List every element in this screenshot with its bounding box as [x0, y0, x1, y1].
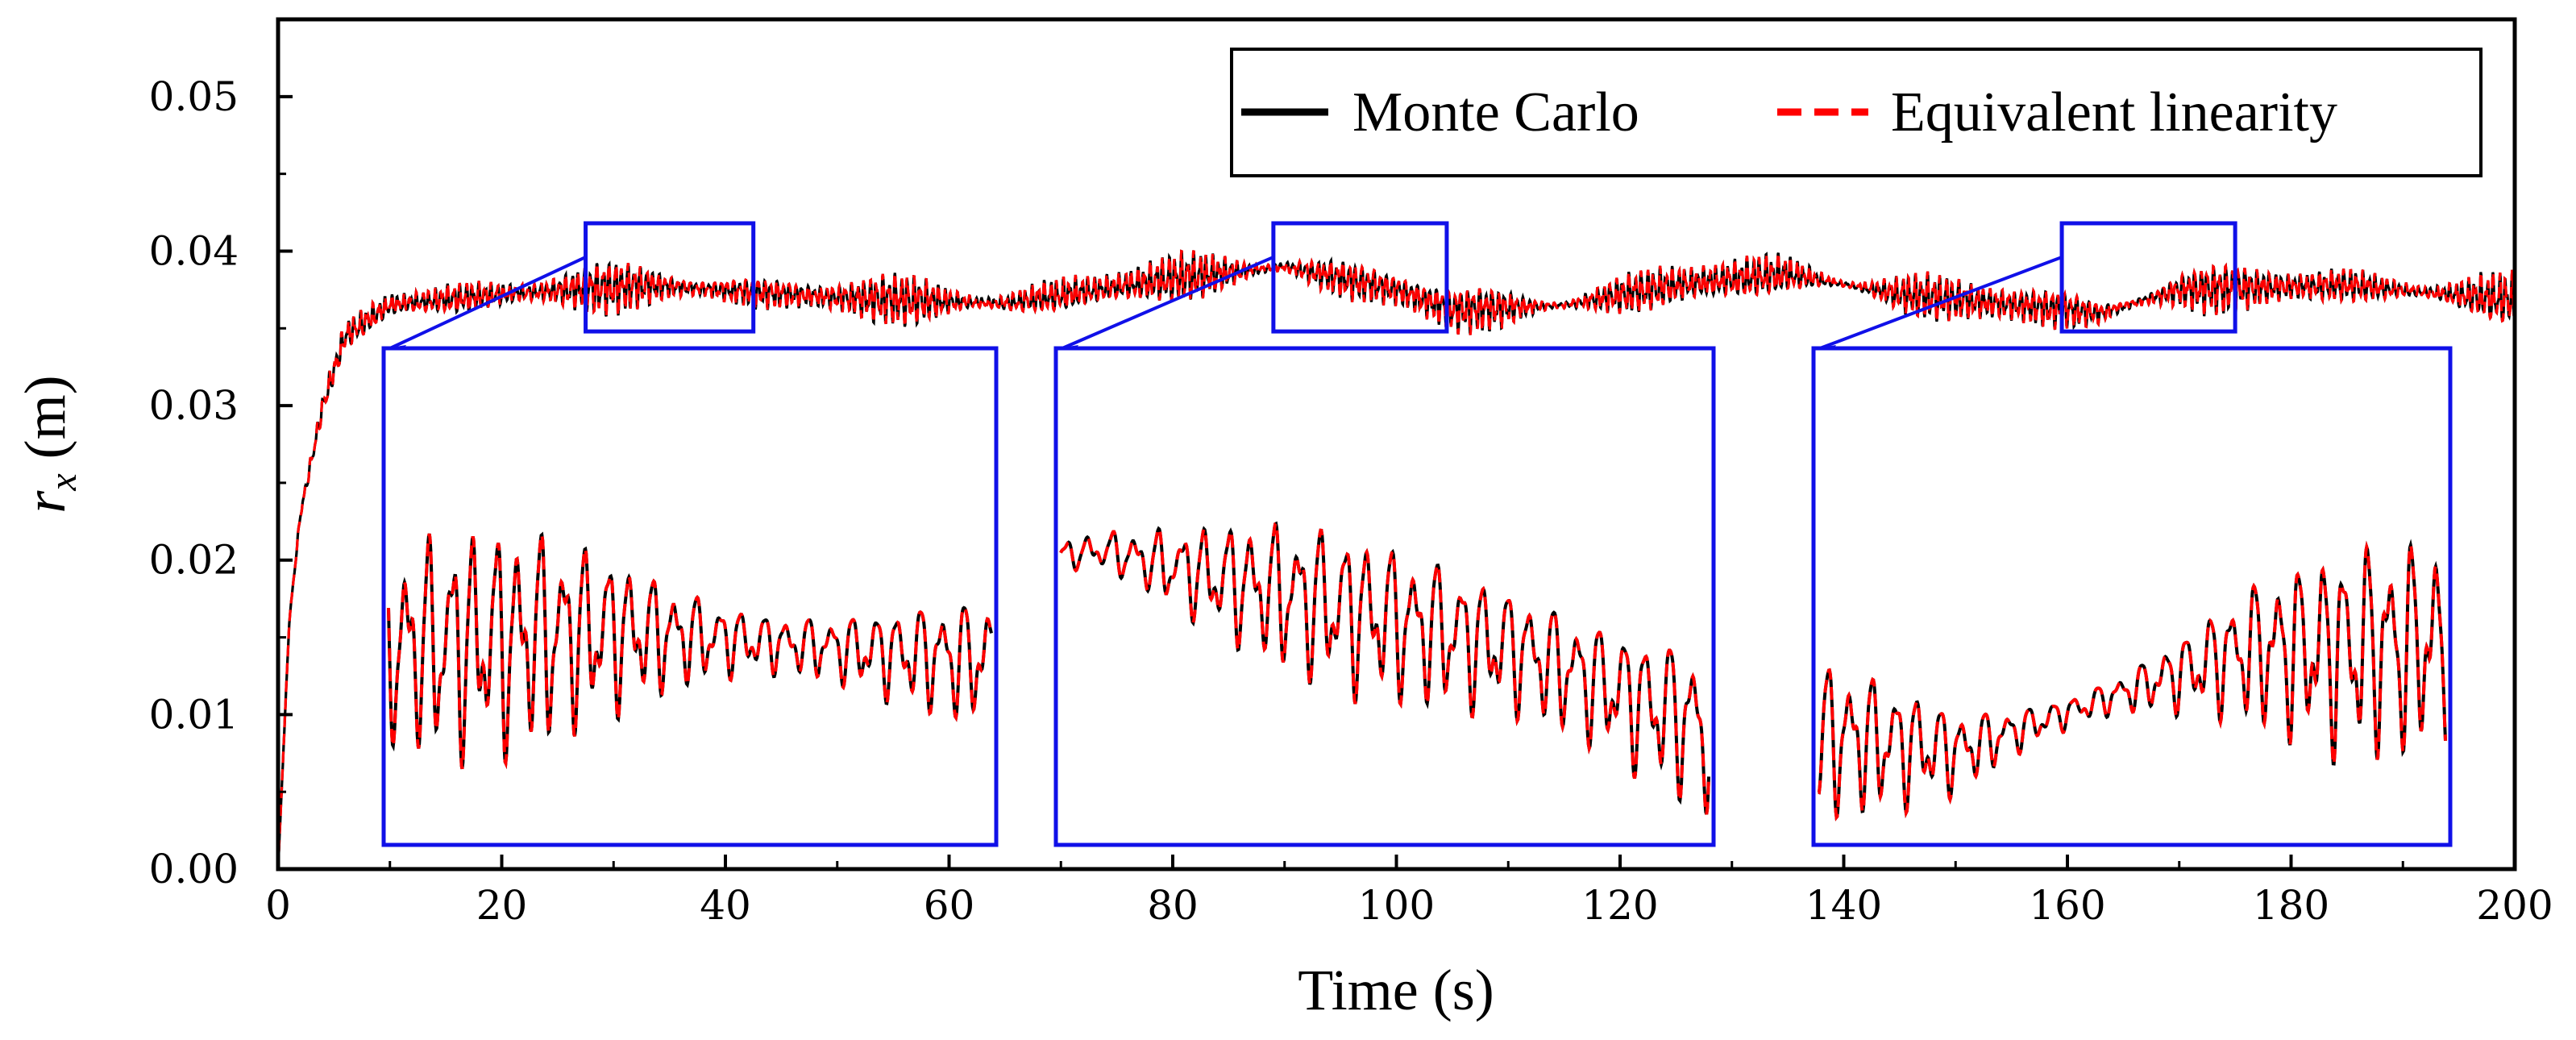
series-line-equivalent-linearity: [276, 249, 2516, 870]
zoom-connector-2: [1062, 256, 1274, 350]
y-axis-unit: (m): [13, 375, 77, 459]
zoom-layer: [381, 221, 2453, 847]
y-tick-label: 0.04: [149, 227, 239, 274]
x-tick-label: 80: [1147, 882, 1199, 929]
zoom-inset-panel-2: [1053, 346, 1716, 847]
x-tick-label: 140: [1805, 882, 1882, 929]
x-tick-label: 100: [1358, 882, 1435, 929]
series-layer: [276, 249, 2516, 870]
zoom-inset-panel-3: [1811, 346, 2453, 847]
x-tick-label: 200: [2476, 882, 2553, 929]
y-tick-label: 0.00: [149, 846, 239, 892]
zoom-connector-1: [389, 256, 587, 350]
zoom-source-box-2: [1271, 221, 1449, 334]
legend-label-monte-carlo: Monte Carlo: [1352, 81, 1639, 144]
x-tick-label: 20: [476, 882, 528, 929]
zoom-source-box-3: [2059, 221, 2237, 334]
zoom-inset-3-equivalent-linearity-line: [1817, 539, 2447, 822]
legend: Monte Carlo Equivalent linearity: [1230, 48, 2483, 177]
zoom-inset-panel-1: [381, 346, 999, 847]
x-tick-label: 60: [924, 882, 975, 929]
y-axis-title: rx (m): [13, 375, 85, 513]
y-axis-subscript: x: [42, 473, 85, 491]
x-tick-label: 40: [700, 882, 751, 929]
y-axis-symbol: r: [13, 490, 77, 514]
x-tick-label: 160: [2029, 882, 2105, 929]
x-tick-label: 0: [265, 882, 291, 929]
zoom-inset-2-equivalent-linearity-line: [1059, 521, 1710, 815]
zoom-source-box-1: [584, 221, 756, 334]
x-tick-label: 180: [2253, 882, 2329, 929]
zoom-inset-1-equivalent-linearity-line: [387, 531, 993, 770]
x-tick-label: 120: [1581, 882, 1658, 929]
zoom-connector-3: [1819, 256, 2063, 350]
y-tick-label: 0.03: [149, 382, 239, 429]
y-axis-space: [13, 459, 77, 473]
legend-label-equivalent-linearity: Equivalent linearity: [1891, 81, 2337, 144]
y-tick-label: 0.02: [149, 537, 239, 584]
ticks-layer: 0 20 40 60 80 100 120 140 160 180 200 0.00 0.01 0.02 0…: [149, 73, 2553, 929]
y-tick-label: 0.01: [149, 691, 239, 738]
x-axis-title: Time (s): [1298, 958, 1494, 1022]
y-tick-label: 0.05: [149, 73, 239, 120]
